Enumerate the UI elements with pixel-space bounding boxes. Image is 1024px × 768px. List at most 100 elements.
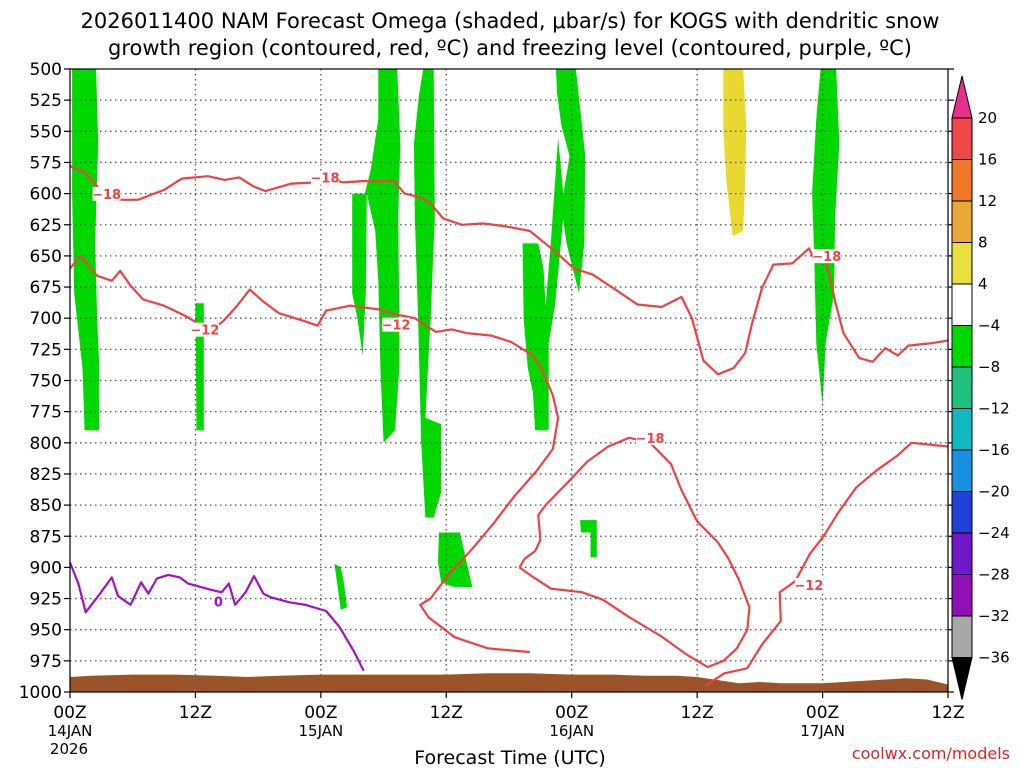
y-tick-label-1000: 1000 xyxy=(19,683,62,703)
x-date-label-0: 14JAN xyxy=(48,722,93,740)
y-tick-label-625: 625 xyxy=(30,216,62,236)
label-minus12-a-bg xyxy=(190,322,219,337)
colorbar-label-3: 8 xyxy=(978,234,988,252)
x-tick-label-48: 00Z xyxy=(555,703,588,723)
omega-region-9 xyxy=(334,563,347,610)
colorbar-label-11: −28 xyxy=(978,566,1010,584)
colorbar-segment-11 xyxy=(951,574,973,617)
colorbar-label-12: −32 xyxy=(978,607,1010,625)
y-tick-label-800: 800 xyxy=(30,434,62,454)
x-date-label-72: 17JAN xyxy=(800,722,845,740)
label-minus18-a-bg xyxy=(92,186,121,201)
colorbar-label-6: −8 xyxy=(978,358,1000,376)
label-minus18-d: −18 xyxy=(812,250,841,265)
omega-region-10 xyxy=(812,69,840,406)
x-tick-label-60: 12Z xyxy=(681,703,714,723)
y-tick-label-775: 775 xyxy=(30,403,62,423)
label-minus18-d-bg xyxy=(812,249,841,264)
y-tick-label-575: 575 xyxy=(30,153,62,173)
x-tick-label-12: 12Z xyxy=(179,703,212,723)
label-minus12-b: −12 xyxy=(382,319,411,334)
y-tick-label-675: 675 xyxy=(30,278,62,298)
colorbar-segment-6 xyxy=(951,366,973,409)
label-minus18-b: −18 xyxy=(311,172,340,187)
terrain-fill xyxy=(70,673,948,692)
omega-region-1 xyxy=(72,69,100,431)
colorbar-segment-2 xyxy=(951,200,973,243)
colorbar-segment-1 xyxy=(951,159,973,202)
label-zero-bg xyxy=(212,594,225,609)
colorbar-label-8: −16 xyxy=(978,441,1010,459)
y-tick-label-900: 900 xyxy=(30,558,62,578)
credit-text: coolwx.com/models xyxy=(852,744,1010,763)
x-tick-label-24: 00Z xyxy=(304,703,337,723)
chart-title-line-1: 2026011400 NAM Forecast Omega (shaded, μ… xyxy=(81,9,940,33)
colorbar-label-0: 20 xyxy=(978,109,997,127)
colorbar-segment-0 xyxy=(951,117,973,160)
omega-region-4 xyxy=(413,69,442,518)
omega-region-6 xyxy=(522,137,565,431)
colorbar-legend: 20 16 12 8 4 −4 −8 −12 −16 −20 −24 −28 −32 −36 xyxy=(951,75,1010,700)
y-tick-label-725: 725 xyxy=(30,340,62,360)
x-tick-label-36: 12Z xyxy=(430,703,463,723)
colorbar-label-9: −20 xyxy=(978,483,1010,501)
label-minus12-a: −12 xyxy=(190,324,219,339)
y-tick-label-650: 650 xyxy=(30,247,62,267)
y-tick-label-750: 750 xyxy=(30,372,62,392)
colorbar-top-arrow xyxy=(951,75,973,119)
label-minus18-a: −18 xyxy=(92,188,121,203)
y-tick-label-975: 975 xyxy=(30,652,62,672)
x-date-label-48: 16JAN xyxy=(549,722,594,740)
contour-zero-freezing xyxy=(68,561,365,672)
label-zero: 0 xyxy=(214,595,223,610)
colorbar-segment-12 xyxy=(951,615,973,658)
colorbar-label-5: −4 xyxy=(978,317,1000,335)
x-tick-label-0: 00Z xyxy=(53,703,86,723)
colorbar-segment-8 xyxy=(951,449,973,492)
label-minus12-c: −12 xyxy=(794,579,823,594)
y-tick-label-825: 825 xyxy=(30,465,62,485)
y-tick-label-550: 550 xyxy=(30,122,62,142)
contour-minus18-upper xyxy=(69,165,949,376)
omega-region-7 xyxy=(437,532,473,588)
y-tick-label-925: 925 xyxy=(30,590,62,610)
colorbar-label-1: 16 xyxy=(978,151,997,169)
y-axis: 500 525 550 575 600 625 650 675 700 725 750 775 800 8… xyxy=(19,60,954,703)
colorbar-label-13: −36 xyxy=(978,649,1010,667)
colorbar-segment-10 xyxy=(951,532,973,575)
colorbar-segment-4 xyxy=(951,283,973,326)
colorbar-label-4: 4 xyxy=(978,275,988,293)
y-tick-label-850: 850 xyxy=(30,496,62,516)
contour-minus18-lower xyxy=(518,436,751,669)
omega-region-11 xyxy=(723,69,747,236)
colorbar-segment-3 xyxy=(951,242,973,285)
chart-title-line-2: growth region (contoured, red, ºC) and f… xyxy=(108,36,912,60)
y-tick-label-525: 525 xyxy=(30,91,62,111)
x-tick-label-72: 00Z xyxy=(806,703,839,723)
x-tick-label-84: 12Z xyxy=(931,703,964,723)
x-date-label-24: 15JAN xyxy=(298,722,343,740)
x-year-label-0: 2026 xyxy=(50,740,88,758)
label-minus12-b-bg xyxy=(382,317,411,332)
colorbar-segment-5 xyxy=(951,325,973,368)
colorbar-segment-7 xyxy=(951,408,973,451)
colorbar-bottom-arrow xyxy=(951,657,973,700)
contour-minus12-upper xyxy=(69,254,560,654)
y-tick-label-600: 600 xyxy=(30,185,62,205)
y-tick-label-500: 500 xyxy=(30,60,62,80)
omega-region-8 xyxy=(580,520,597,558)
plot-area: −18 −18 −12 −12 −18 −18 −12 0 xyxy=(68,68,949,693)
label-minus12-c-bg xyxy=(794,578,823,593)
contour-minus12-lower xyxy=(704,441,949,687)
colorbar-label-10: −24 xyxy=(978,524,1010,542)
y-tick-label-875: 875 xyxy=(30,527,62,547)
colorbar-label-7: −12 xyxy=(978,400,1010,418)
omega-region-5 xyxy=(556,69,586,294)
omega-region-3 xyxy=(352,69,401,443)
colorbar-segment-9 xyxy=(951,491,973,534)
label-minus18-c: −18 xyxy=(636,432,665,447)
y-tick-label-700: 700 xyxy=(30,309,62,329)
y-tick-label-950: 950 xyxy=(30,621,62,641)
